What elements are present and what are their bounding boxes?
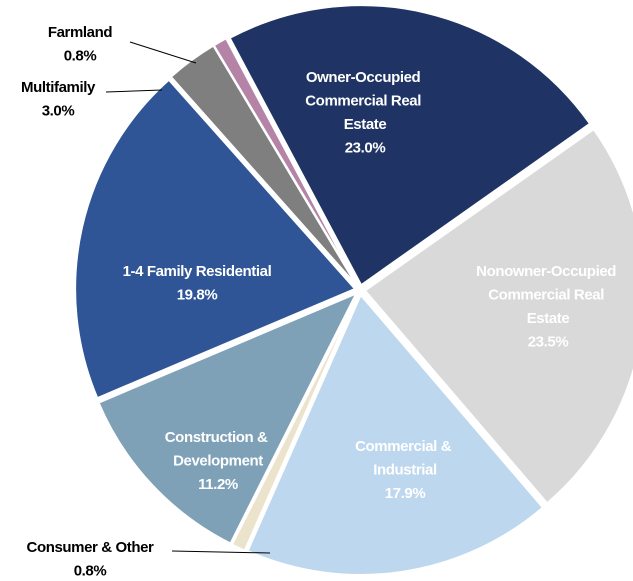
slice-label: Consumer & Other <box>27 539 155 556</box>
slice-value-label: 11.2% <box>198 476 238 493</box>
slice-value-label: 17.9% <box>385 485 426 502</box>
slice-value-label: 23.0% <box>345 139 386 156</box>
slice-label: Owner-Occupied Commercial Real Estate <box>305 69 425 133</box>
pie-slice <box>246 293 545 576</box>
slice-value-label: 3.0% <box>42 102 75 119</box>
leader-line <box>105 89 163 93</box>
slice-label: Commercial & Industrial <box>355 438 455 479</box>
leader-line <box>171 550 271 554</box>
slice-value-label: 19.8% <box>177 286 218 303</box>
slice-value-label: 23.5% <box>528 333 569 350</box>
pie-slice <box>230 294 359 552</box>
slice-value-label: 0.8% <box>64 47 97 64</box>
slice-label: Farmland <box>48 24 113 41</box>
slice-label: Nonowner-Occupied Commercial Real Estate <box>476 263 620 327</box>
slice-label: 1-4 Family Residential <box>123 263 272 280</box>
pie-slice <box>228 4 592 287</box>
slice-value-label: 0.8% <box>74 562 107 579</box>
slice-label: Construction & Development <box>165 429 272 470</box>
pie-slice <box>97 291 359 545</box>
pie-slice <box>212 37 359 287</box>
pie-slice <box>74 78 357 400</box>
leader-line <box>129 41 197 64</box>
slice-label: Multifamily <box>21 79 96 96</box>
pie-slice <box>363 127 633 505</box>
